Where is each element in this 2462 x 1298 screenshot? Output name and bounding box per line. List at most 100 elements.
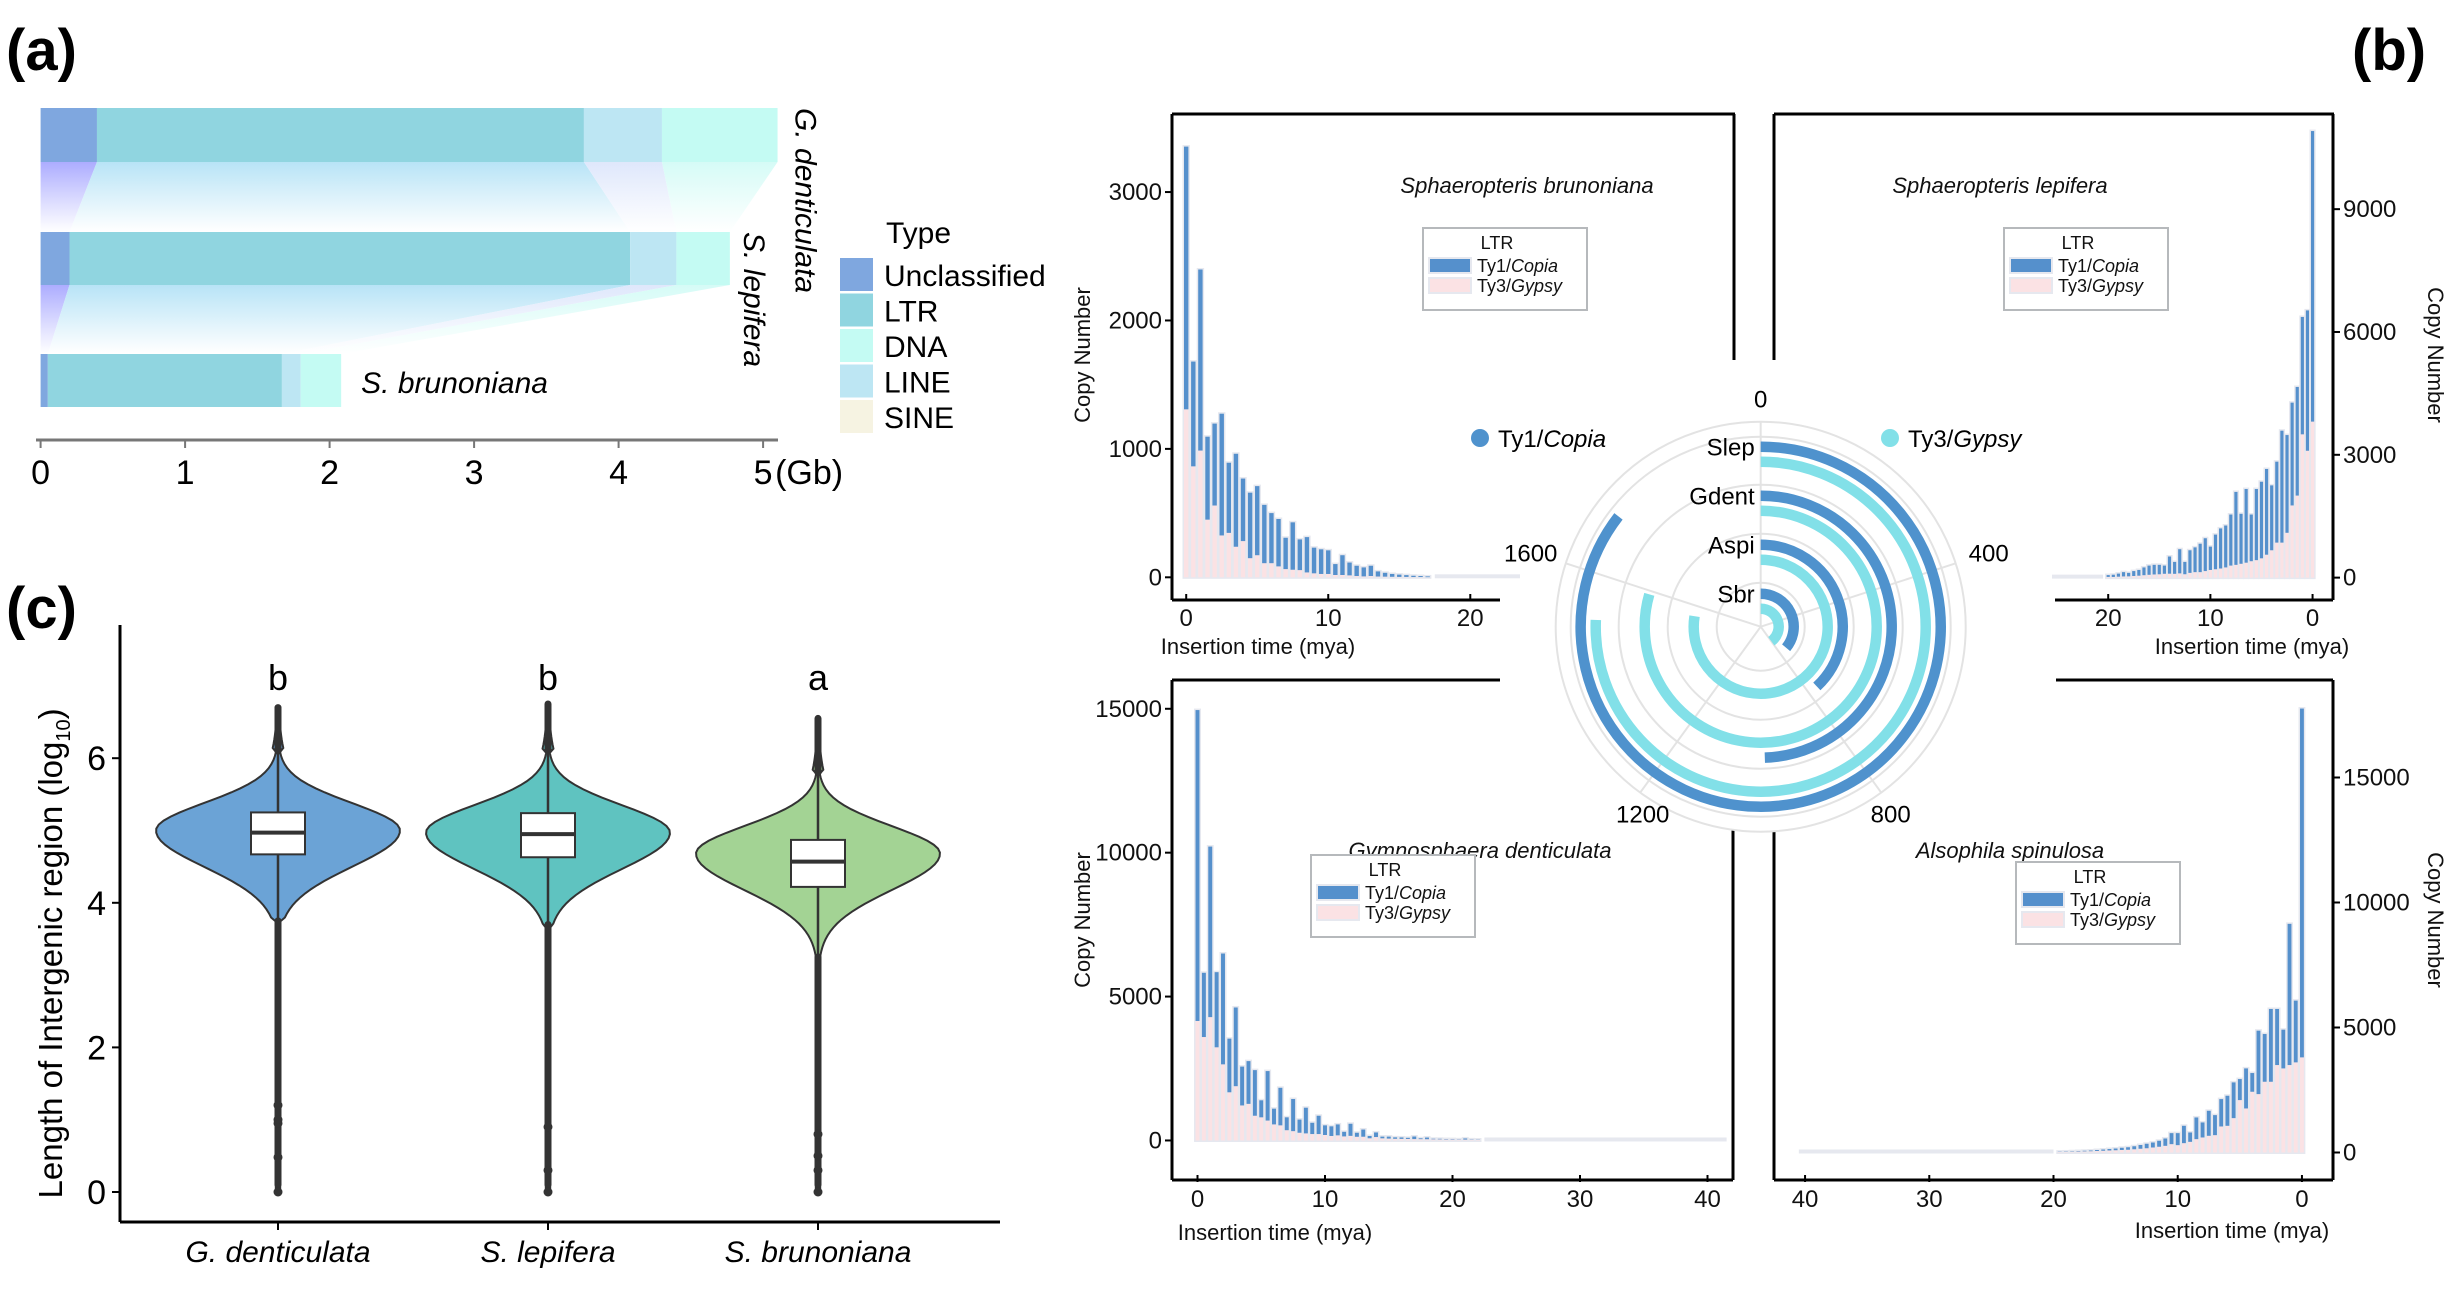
bar-gypsy xyxy=(2229,565,2233,578)
bar-gypsy xyxy=(1284,1130,1289,1141)
legend-label-gypsy: Ty3/Gypsy xyxy=(1908,426,2023,453)
bar-gypsy xyxy=(1405,1138,1410,1141)
bar-gypsy xyxy=(1412,1139,1417,1141)
bar-tail xyxy=(2052,574,2104,579)
bar-gypsy xyxy=(1208,1017,1213,1141)
bar-copia xyxy=(2254,489,2258,561)
y-tick-label: 0 xyxy=(2343,565,2356,592)
bar-copia xyxy=(2082,1150,2087,1152)
bar-gypsy xyxy=(2237,1100,2242,1153)
bar-copia xyxy=(2162,565,2166,574)
outlier-point xyxy=(813,1129,823,1139)
bar-copia xyxy=(1425,1137,1429,1140)
bar-copia xyxy=(2295,386,2299,496)
bar-copia xyxy=(2173,561,2177,574)
bar-copia xyxy=(2157,564,2161,575)
legend-label-plain: Ty1/ xyxy=(2070,890,2104,910)
bar-gypsy xyxy=(2300,1057,2304,1153)
bar-copia xyxy=(2237,1079,2242,1101)
bar-gypsy xyxy=(1246,1103,1251,1141)
connector-unclassified xyxy=(40,162,97,232)
bar-gypsy xyxy=(1425,1139,1429,1141)
bar-gypsy xyxy=(2275,542,2279,578)
outlier-point xyxy=(273,1187,283,1197)
bar-gypsy xyxy=(1221,1064,1225,1141)
bar-copia xyxy=(2287,923,2292,1066)
bar-gypsy xyxy=(1382,576,1388,578)
y-tick-label: 6000 xyxy=(2343,319,2396,346)
bar-gypsy xyxy=(1463,1139,1468,1141)
legend-swatch-ltr xyxy=(840,293,873,327)
legend-label-plain: Ty3/ xyxy=(2058,276,2092,296)
bar-copia xyxy=(2270,485,2274,551)
y-tick-label: 0 xyxy=(2343,1140,2356,1167)
bar-gypsy xyxy=(1310,1134,1315,1141)
legend-swatch-copia xyxy=(1428,257,1472,274)
bar-gypsy xyxy=(2163,1145,2168,1153)
outlier-point xyxy=(813,1165,823,1175)
bar-copia xyxy=(2183,561,2187,575)
x-tick-label: 0 xyxy=(2295,1186,2308,1213)
y-tick-label: 0 xyxy=(87,1174,106,1212)
y-axis-title: Copy Number xyxy=(1070,852,1095,988)
bar-gypsy xyxy=(2070,1151,2075,1153)
bar-gypsy xyxy=(2259,558,2264,578)
bar-gypsy xyxy=(1354,1136,1359,1141)
bar-gypsy xyxy=(2088,1151,2093,1153)
bar-gypsy xyxy=(1386,1138,1391,1141)
bar-gypsy xyxy=(1354,576,1359,578)
bar-gypsy xyxy=(2275,1065,2280,1153)
x-tick-label: 0 xyxy=(31,454,50,492)
bar-copia xyxy=(1276,519,1281,567)
bar-copia xyxy=(1318,549,1324,574)
x-tick-label: 5 xyxy=(754,454,773,492)
y-tick-label: 2000 xyxy=(1109,307,1162,334)
ring-label-aspi: Aspi xyxy=(1708,533,1755,560)
x-tick-label: 10 xyxy=(2164,1186,2191,1213)
bar-gypsy xyxy=(2076,1151,2081,1153)
bar-copia xyxy=(2300,708,2304,1058)
bar-gypsy xyxy=(1219,535,1224,578)
bar-copia xyxy=(1380,1136,1385,1139)
panel-c-violin-plot: 0 2 4 6 Length of Intergenic region (log10) b… xyxy=(32,625,1000,1269)
y-axis-title: Copy Number xyxy=(2423,852,2448,988)
legend-swatch-dna xyxy=(840,329,873,362)
y-tick-label: 1000 xyxy=(1109,436,1162,463)
bar-copia xyxy=(2157,1140,2162,1147)
bar-segment-unclassified xyxy=(40,232,70,285)
legend-label-sine: SINE xyxy=(884,402,954,435)
bar-gypsy xyxy=(2250,1091,2255,1153)
bar-copia xyxy=(1191,361,1196,467)
bar-gypsy xyxy=(2219,568,2223,578)
bar-copia xyxy=(1269,513,1274,564)
bar-gypsy xyxy=(1311,573,1317,578)
bar-copia xyxy=(1233,1007,1238,1087)
bar-gypsy xyxy=(2293,1062,2298,1153)
bar-gypsy xyxy=(2167,573,2172,578)
y-tick-label: 6 xyxy=(87,740,106,778)
bar-gypsy xyxy=(2200,1137,2205,1153)
legend-label-italic: Gypsy xyxy=(1511,276,1563,296)
species-label-sbr: S. brunoniana xyxy=(361,367,548,400)
bar-copia xyxy=(1437,1138,1442,1140)
legend-swatch-copia xyxy=(2021,891,2065,908)
y-axis-title: Length of Intergenic region (log10) xyxy=(32,708,75,1198)
legend-dot-copia xyxy=(1471,429,1489,447)
bar-copia xyxy=(2264,468,2269,555)
bar-copia xyxy=(1418,576,1423,578)
bar-copia xyxy=(2167,556,2172,574)
bar-gypsy xyxy=(2107,1150,2112,1153)
arc-copia-gdent xyxy=(1760,490,1897,763)
panel-b-histogram-aspi: 0 5000 10000 15000 40 30 20 10 0 Insertion time (… xyxy=(1772,678,2448,1243)
bar-copia xyxy=(1221,953,1225,1065)
bar-copia xyxy=(1240,1066,1245,1106)
bar-gypsy xyxy=(2106,576,2110,578)
bar-gypsy xyxy=(1335,1135,1340,1141)
bar-gypsy xyxy=(2264,554,2269,578)
x-axis-unit: (Gb) xyxy=(775,454,843,492)
bar-gypsy xyxy=(2101,1150,2106,1153)
bar-gypsy xyxy=(1272,1124,1276,1141)
bar-gypsy xyxy=(1361,1136,1366,1141)
legend-label-plain: Ty3/ xyxy=(1908,426,1954,453)
bar-copia xyxy=(1233,453,1239,547)
